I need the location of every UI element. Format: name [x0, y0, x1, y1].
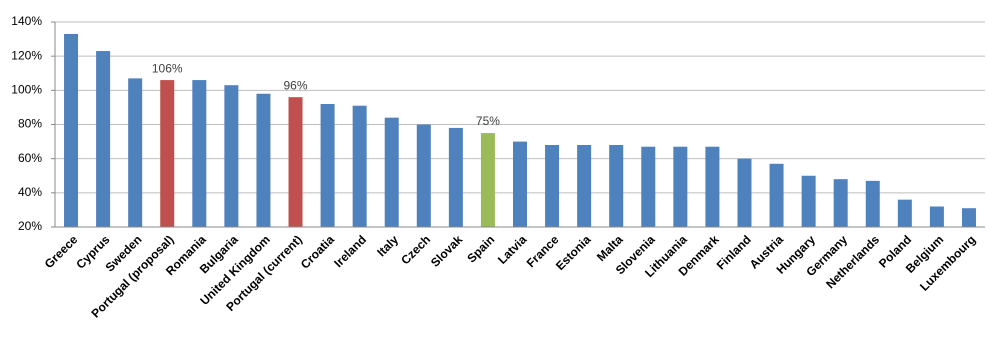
data-label: 75% — [476, 114, 500, 128]
bar — [256, 93, 271, 227]
bar — [833, 179, 848, 227]
bar — [609, 145, 624, 227]
bar — [224, 85, 239, 227]
x-tick-label: Czech — [398, 232, 433, 267]
x-tick-label: Estonia — [553, 232, 594, 273]
bar — [160, 80, 175, 227]
x-tick-label: Croatia — [298, 232, 337, 271]
bar — [673, 146, 688, 227]
bar — [801, 175, 816, 227]
y-tick-label: 120% — [11, 48, 42, 62]
bar — [577, 145, 592, 227]
bar — [448, 127, 463, 227]
y-tick-label: 140% — [11, 14, 42, 28]
y-tick-label: 80% — [18, 117, 42, 131]
bar — [384, 117, 399, 227]
bar — [737, 158, 752, 227]
x-tick-label: Ireland — [331, 232, 369, 270]
y-tick-label: 100% — [11, 83, 42, 97]
bar — [480, 133, 495, 227]
bar — [416, 124, 431, 227]
bar — [897, 199, 912, 227]
bar — [929, 206, 944, 227]
y-tick-label: 40% — [18, 185, 42, 199]
bar — [705, 146, 720, 227]
x-tick-label: Finland — [714, 232, 754, 272]
bar — [352, 105, 367, 227]
bar — [961, 208, 976, 227]
bar — [96, 51, 111, 227]
bar — [192, 80, 207, 227]
bar — [865, 180, 880, 227]
data-label: 106% — [152, 61, 183, 75]
bar — [288, 97, 303, 228]
bar — [769, 163, 784, 227]
bar — [545, 145, 560, 227]
data-label: 96% — [284, 78, 308, 92]
bar — [64, 33, 79, 228]
y-tick-label: 20% — [18, 219, 42, 233]
x-tick-label: Slovak — [428, 232, 465, 269]
bar — [513, 141, 527, 227]
bar — [641, 146, 656, 227]
x-tick-label: Greece — [42, 232, 81, 271]
x-tick-label: Spain — [464, 232, 497, 265]
bar — [320, 104, 335, 227]
y-tick-label: 60% — [18, 151, 42, 165]
x-tick-label: Italy — [374, 232, 401, 259]
bar — [128, 78, 143, 227]
